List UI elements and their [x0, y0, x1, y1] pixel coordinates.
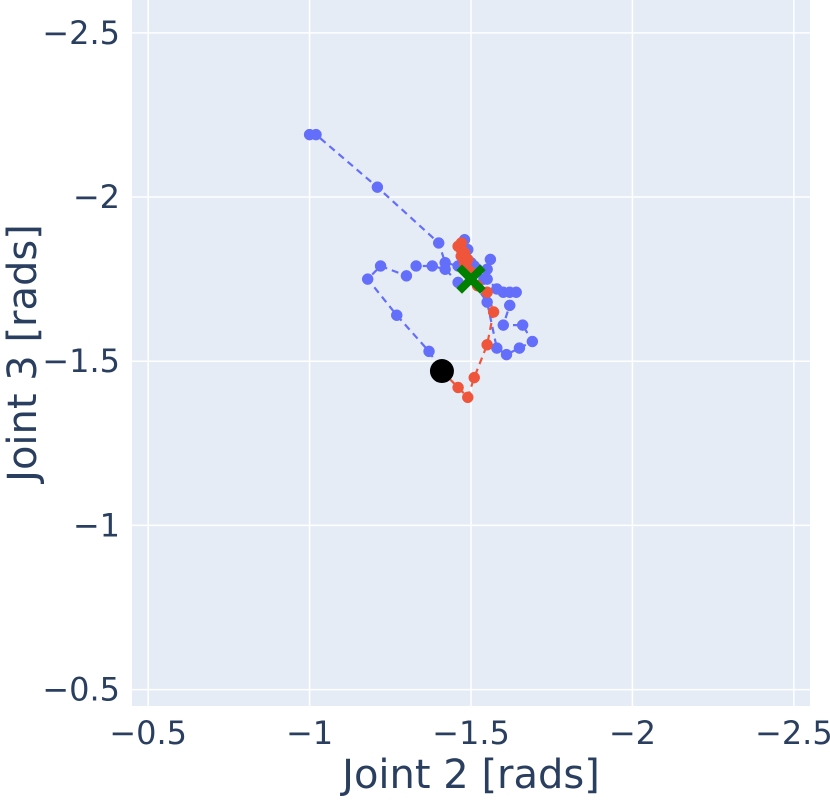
series-1-point	[432, 237, 445, 249]
series-2-point	[481, 339, 493, 351]
series-1-point	[516, 319, 529, 331]
goal-marker	[456, 264, 486, 294]
series-2-point	[468, 371, 480, 384]
series-1-point	[500, 348, 513, 361]
series-1-point	[491, 342, 503, 354]
series-1-point	[513, 342, 526, 354]
special-markers	[429, 264, 486, 384]
series-2-point	[462, 391, 474, 404]
series-1-point	[410, 260, 422, 272]
series-2-point	[481, 286, 493, 299]
series-1-point	[497, 319, 510, 331]
series-1-point	[371, 181, 384, 193]
series-1-point	[484, 253, 497, 266]
y-tick-label: −0.5	[42, 671, 120, 709]
series-2-point	[487, 306, 500, 318]
series-1-point	[526, 335, 539, 348]
x-tick-label: −1	[286, 714, 333, 752]
x-tick-label: −2	[609, 714, 656, 752]
series-2-point	[462, 253, 474, 266]
series-1-point	[400, 270, 413, 282]
series-1-point	[423, 345, 435, 358]
series-1-point	[481, 273, 493, 285]
grid-lines	[132, 0, 810, 706]
series-1-point	[310, 128, 322, 141]
y-tick-label: −2	[73, 178, 120, 216]
x-tick-label: −2.5	[755, 714, 830, 752]
tick-labels: −0.5 −1 −1.5 −2 −2.5 −0.5 −1 −1.5 −2 −2.5	[42, 14, 830, 752]
series-1-point	[510, 286, 522, 299]
series-1-point	[426, 260, 439, 272]
series-1-point	[481, 296, 493, 308]
series-1-point	[361, 273, 374, 285]
series-1-point	[390, 309, 403, 321]
series-2-point	[452, 381, 464, 394]
series-1-point	[439, 263, 451, 276]
y-tick-label: −2.5	[42, 14, 120, 52]
series-1-point	[503, 299, 516, 312]
x-tick-label: −1.5	[432, 714, 510, 752]
series-2-point	[455, 237, 468, 249]
x-axis-title: Joint 2 [rads]	[339, 752, 600, 798]
y-tick-label: −1.5	[42, 342, 120, 380]
start-marker	[429, 359, 454, 384]
y-tick-label: −1	[73, 506, 120, 544]
y-axis-title: Joint 3 [rads]	[0, 224, 46, 485]
x-tick-label: −0.5	[109, 714, 187, 752]
series-1-point	[374, 260, 387, 272]
